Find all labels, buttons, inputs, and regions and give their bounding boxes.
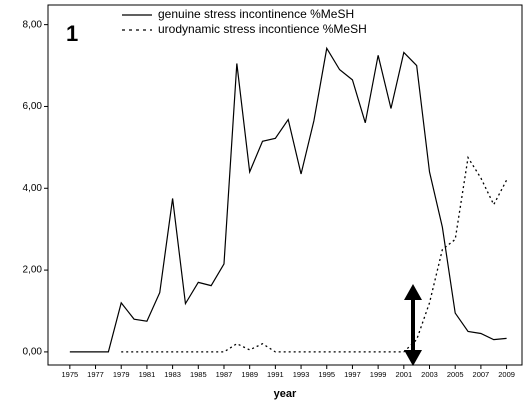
- y-tick-label: 4,00: [23, 183, 43, 194]
- x-tick-label: 1995: [318, 370, 335, 379]
- plot-frame: [47, 4, 523, 366]
- legend-label: urodynamic stress incontience %MeSH: [158, 22, 367, 36]
- x-tick-label: 2003: [421, 370, 438, 379]
- y-tick-label: 2,00: [23, 265, 43, 276]
- x-tick-label: 2001: [395, 370, 412, 379]
- x-tick-label: 1979: [113, 370, 130, 379]
- series-line: [121, 155, 508, 353]
- x-tick-label: 1981: [139, 370, 156, 379]
- x-tick-label: 2005: [447, 370, 464, 379]
- x-tick-label: 1989: [241, 370, 258, 379]
- annotation: 1: [66, 21, 78, 46]
- x-tick-label: 1977: [87, 370, 104, 379]
- x-axis-label: year: [274, 388, 297, 400]
- y-tick-label: 0,00: [23, 347, 43, 358]
- x-tick-label: 1987: [216, 370, 233, 379]
- x-tick-label: 1999: [370, 370, 387, 379]
- x-tick-label: 1975: [61, 370, 78, 379]
- x-tick-label: 1997: [344, 370, 361, 379]
- x-tick-label: 1993: [293, 370, 310, 379]
- arrow: [404, 284, 422, 366]
- y-tick-label: 6,00: [23, 101, 43, 112]
- y-tick-label: 8,00: [23, 19, 43, 30]
- x-tick-label: 2009: [498, 370, 515, 379]
- legend-label: genuine stress incontinence %MeSH: [158, 7, 354, 21]
- x-tick-label: 1985: [190, 370, 207, 379]
- series-line: [69, 46, 507, 353]
- x-tick-label: 2007: [473, 370, 490, 379]
- x-tick-label: 1991: [267, 370, 284, 379]
- x-tick-label: 1983: [164, 370, 181, 379]
